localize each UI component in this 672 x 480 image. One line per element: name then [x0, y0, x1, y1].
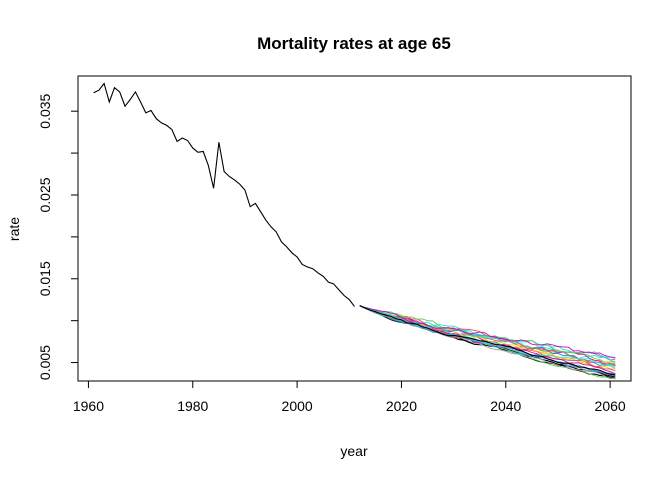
x-tick-label: 1960 [73, 398, 104, 414]
simulation-series-line [359, 305, 616, 363]
x-axis: 1960 1980 2000 2020 2040 2060 [73, 380, 626, 414]
historical-series-line [93, 82, 355, 307]
simulation-series-line [359, 305, 616, 358]
x-tick-label: 2020 [386, 398, 417, 414]
y-tick-label: 0.035 [37, 93, 53, 128]
simulation-lines [359, 305, 616, 380]
simulation-series-line [359, 305, 616, 377]
x-tick-label: 1980 [177, 398, 208, 414]
simulation-series-line [359, 305, 616, 361]
x-tick-label: 2000 [282, 398, 313, 414]
x-tick-label: 2040 [490, 398, 521, 414]
simulation-series-line [359, 305, 616, 359]
x-axis-label: year [340, 443, 368, 459]
historical-line [93, 82, 355, 307]
simulation-series-line [359, 305, 616, 376]
chart-title: Mortality rates at age 65 [257, 34, 451, 53]
x-tick-label: 2060 [595, 398, 626, 414]
y-tick-label: 0.025 [37, 177, 53, 212]
y-tick-label: 0.015 [37, 261, 53, 296]
y-axis: 0.005 0.015 0.025 0.035 [37, 93, 79, 380]
y-tick-label: 0.005 [37, 345, 53, 380]
y-axis-label: rate [6, 217, 22, 241]
